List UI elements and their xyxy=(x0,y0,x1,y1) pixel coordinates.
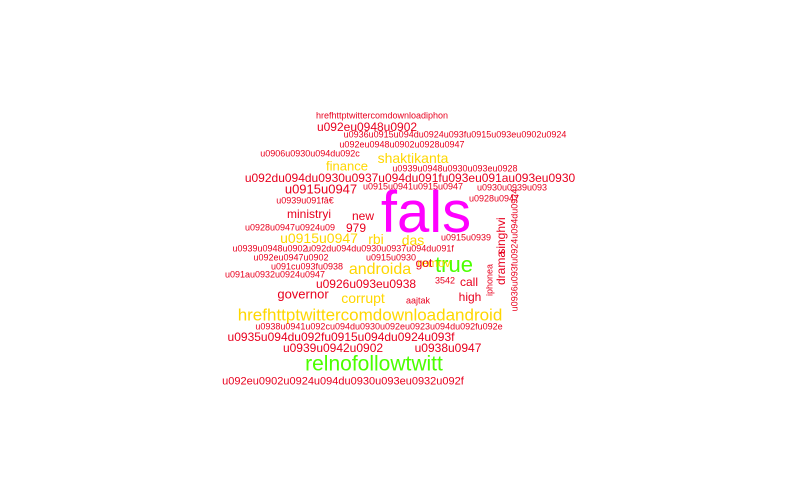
cloud-word: corrupt xyxy=(341,290,385,306)
cloud-word: governor xyxy=(277,286,329,302)
cloud-word: u0936u093fu0924u094du0924 xyxy=(509,188,520,312)
cloud-word: call xyxy=(459,275,479,289)
cloud-word: true xyxy=(435,252,473,277)
cloud-word: got xyxy=(415,256,433,270)
cloud-word: u0939u0942u0902 xyxy=(282,341,384,355)
cloud-word: androida xyxy=(348,261,412,278)
cloud-word: u0936u0915u094du0924u093fu0915u093eu0902… xyxy=(343,129,567,140)
cloud-word: relnofollowtwitt xyxy=(305,352,443,376)
cloud-word: shaktikanta xyxy=(377,150,449,166)
cloud-word: u0915u0947 xyxy=(284,181,358,197)
cloud-word: rbi xyxy=(368,231,384,247)
cloud-word: remov xyxy=(417,256,451,270)
cloud-word: ministryi xyxy=(287,207,331,221)
cloud-word: new xyxy=(351,209,375,223)
cloud-word: u092eu0947u0902 xyxy=(253,252,329,263)
cloud-word: u0938u0941u092cu094du0930u092eu0923u094d… xyxy=(255,321,503,332)
cloud-word: u092eu0948u0902u0928u0947 xyxy=(339,139,465,150)
cloud-word: 3542 xyxy=(434,275,456,286)
cloud-word: u0939u0948u0902 xyxy=(232,243,308,254)
cloud-word: u091cu093fu0938 xyxy=(270,261,344,272)
cloud-word: u092du094du0930u0937u094du091fu093eu091a… xyxy=(244,171,576,185)
cloud-word: u0926u093eu0938 xyxy=(315,277,417,291)
cloud-word: u0928u0947 xyxy=(468,193,520,204)
cloud-word: u0938u0947 xyxy=(414,341,482,355)
cloud-word: aajtak xyxy=(405,295,431,306)
cloud-word: singhvi xyxy=(494,217,508,255)
cloud-word: u0939u091fâ€ xyxy=(276,195,334,206)
cloud-word: u0915u0941u0915u0947 xyxy=(362,181,464,192)
cloud-word: u0930u0939u093 xyxy=(476,182,548,193)
cloud-word: fals xyxy=(380,180,472,245)
cloud-word: hrefhttptwittercomdownloadandroid xyxy=(237,305,503,325)
cloud-word: u092du094du0930u0937u094du091f xyxy=(306,243,454,254)
cloud-word: u0928u0947u0924u09 xyxy=(244,222,336,233)
cloud-word: high xyxy=(458,290,482,304)
cloud-word: u0915u0939 xyxy=(440,232,492,243)
cloud-word: 979 xyxy=(345,221,367,235)
cloud-word: u091au0932u0924u0947 xyxy=(224,269,326,280)
cloud-word: u092eu0948u0902 xyxy=(316,120,418,134)
cloud-word: u0939u0948u0930u093eu0928 xyxy=(392,163,518,174)
cloud-word: u0935u094du092fu0915u094du0924u093f xyxy=(227,330,455,344)
cloud-word: drama xyxy=(494,250,508,286)
cloud-word: u0915u0930 xyxy=(365,252,417,263)
cloud-word: u092eu0902u0924u094du0930u093eu0932u092f xyxy=(222,375,464,388)
cloud-word: finance xyxy=(326,158,368,174)
cloud-word: hrefhttptwittercomdownloadiphon xyxy=(315,110,449,121)
cloud-word: das xyxy=(401,232,425,248)
cloud-word: u0915u0947 xyxy=(280,230,358,246)
cloud-word: u0906u0930u094du092c xyxy=(260,148,360,159)
